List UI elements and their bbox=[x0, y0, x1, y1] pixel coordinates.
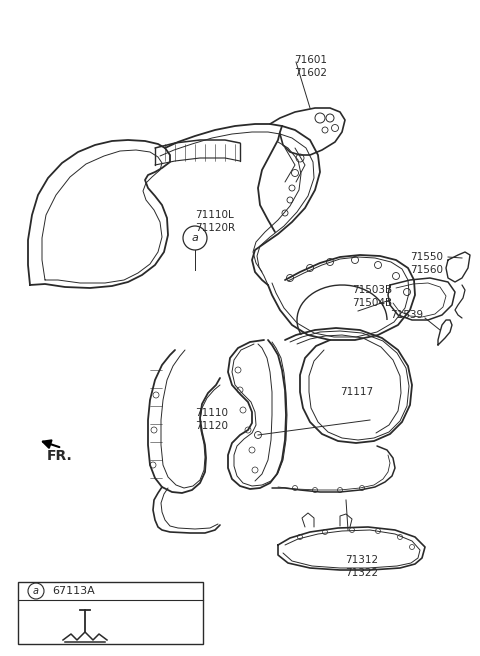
Text: 71312
71322: 71312 71322 bbox=[345, 555, 378, 578]
Text: a: a bbox=[33, 586, 39, 596]
Text: 71117: 71117 bbox=[340, 387, 373, 397]
Bar bbox=[18, 582, 203, 644]
Text: 71110L
71120R: 71110L 71120R bbox=[195, 210, 235, 233]
Text: 71601
71602: 71601 71602 bbox=[294, 55, 327, 78]
Text: a: a bbox=[192, 233, 198, 243]
Text: 71550
71560: 71550 71560 bbox=[410, 252, 443, 275]
Text: 67113A: 67113A bbox=[52, 586, 95, 596]
Text: 71503B
71504B: 71503B 71504B bbox=[352, 285, 392, 308]
Text: FR.: FR. bbox=[47, 449, 73, 463]
Text: 71110
71120: 71110 71120 bbox=[195, 408, 228, 431]
Text: 71539: 71539 bbox=[390, 310, 423, 320]
